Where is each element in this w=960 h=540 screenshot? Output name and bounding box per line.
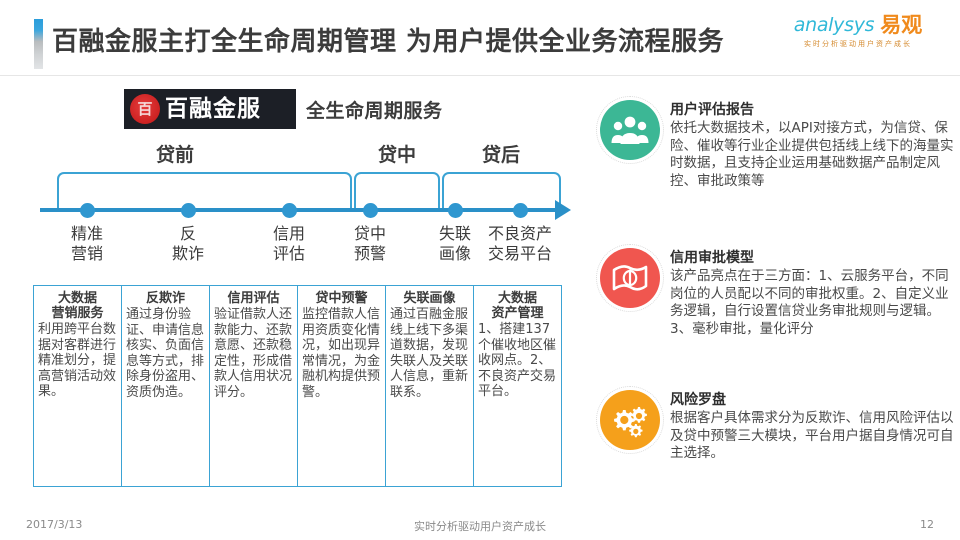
logo-tagline: 实时分析驱动用户资产成长 — [804, 40, 912, 48]
footer-date: 2017/3/13 — [26, 518, 83, 531]
feature-text-block: 信用审批模型该产品亮点在于三方面：1、云服务平台，不同岗位的人员配以不同的审批权… — [670, 248, 955, 338]
phase-label-3: 贷后 — [481, 144, 520, 166]
capability-column-title: 反欺诈 — [145, 291, 185, 306]
feature-text-block: 用户评估报告依托大数据技术，以API对接方式，为信贷、保险、催收等行业企业提供包… — [670, 100, 955, 190]
feature-title: 信用审批模型 — [670, 250, 754, 266]
logo-cn-text: 易观 — [880, 13, 923, 37]
capability-column-title: 大数据 资产管理 — [491, 291, 544, 321]
title-accent-bar — [34, 19, 43, 69]
capability-column-1: 大数据 营销服务 利用跨平台数据对客群进行精准划分，提高营销活动效果。 — [34, 286, 122, 486]
timeline-node-1 — [80, 203, 95, 218]
feature-text-block: 风险罗盘根据客户具体需求分为反欺诈、信用风险评估以及贷中预警三大模块，平台用户据… — [670, 390, 955, 463]
capability-column-title: 失联画像 — [403, 291, 456, 306]
capability-column-2: 反欺诈 通过身份验证、申请信息核实、负面信息等方式，排除身份盗用、资质伪造。 — [122, 286, 210, 486]
capability-column-body: 利用跨平台数据对客群进行精准划分，提高营销活动效果。 — [38, 322, 117, 399]
footer-page-number: 12 — [920, 518, 934, 531]
feature-item-3: 风险罗盘根据客户具体需求分为反欺诈、信用风险评估以及贷中预警三大模块，平台用户据… — [596, 386, 955, 463]
capability-column-body: 通过身份验证、申请信息核实、负面信息等方式，排除身份盗用、资质伪造。 — [126, 307, 205, 400]
analysys-logo: analysys 易观 实时分析驱动用户资产成长 — [778, 14, 938, 62]
capability-table: 大数据 营销服务 利用跨平台数据对客群进行精准划分，提高营销活动效果。 反欺诈 通过身份… — [33, 285, 562, 487]
logo-en-text: analysys — [793, 14, 875, 36]
phase-bracket-2 — [354, 172, 440, 209]
bairong-seal-icon: 百 — [130, 94, 160, 124]
capability-column-body: 通过百融金服线上线下多渠道数据，发现失联人及关联人信息，重新联系。 — [390, 307, 469, 400]
gears-icon — [596, 386, 664, 454]
lifecycle-service-label: 全生命周期服务 — [306, 100, 443, 122]
users-group-icon — [596, 96, 664, 164]
footer: 2017/3/13 实时分析驱动用户资产成长 12 — [0, 510, 960, 540]
header-divider — [0, 75, 960, 76]
phase-bracket-1 — [57, 172, 352, 209]
capability-column-5: 失联画像 通过百融金服线上线下多渠道数据，发现失联人及关联人信息，重新联系。 — [386, 286, 474, 486]
timeline-node-4 — [363, 203, 378, 218]
bairong-logo-text: 百融金服 — [165, 96, 261, 122]
bairong-logo-badge: 百 百融金服 — [124, 89, 296, 129]
timeline-node-label-3: 信用 评估 — [272, 224, 305, 263]
timeline-node-label-4: 贷中 预警 — [353, 224, 386, 263]
timeline-arrow-icon — [555, 200, 571, 220]
capability-column-4: 贷中预警 监控借款人信用资质变化情况，如出现异常情况，为金融机构提供预警。 — [298, 286, 386, 486]
timeline-node-5 — [448, 203, 463, 218]
phase-label-1: 贷前 — [155, 144, 194, 166]
feature-body: 依托大数据技术，以API对接方式，为信贷、保险、催收等行业企业提供包括线上线下的… — [670, 120, 954, 189]
timeline-node-3 — [282, 203, 297, 218]
capability-column-body: 监控借款人信用资质变化情况，如出现异常情况，为金融机构提供预警。 — [302, 307, 381, 400]
page-title: 百融金服主打全生命周期管理 为用户提供全业务流程服务 — [52, 27, 725, 57]
timeline-node-6 — [513, 203, 528, 218]
timeline-node-label-6: 不良资产 交易平台 — [487, 224, 552, 263]
capability-column-body: 验证借款人还款能力、还款意愿、还款稳定性，形成借款人信用状况评分。 — [214, 307, 293, 400]
feature-title: 风险罗盘 — [670, 392, 726, 408]
phase-bracket-3 — [442, 172, 561, 209]
timeline-axis — [40, 208, 561, 212]
feature-item-2: 信用审批模型该产品亮点在于三方面：1、云服务平台，不同岗位的人员配以不同的审批权… — [596, 244, 955, 338]
feature-item-1: 用户评估报告依托大数据技术，以API对接方式，为信贷、保险、催收等行业企业提供包… — [596, 96, 955, 190]
footer-slogan: 实时分析驱动用户资产成长 — [414, 520, 546, 533]
feature-body: 根据客户具体需求分为反欺诈、信用风险评估以及贷中预警三大模块，平台用户据自身情况… — [670, 410, 954, 461]
capability-column-title: 大数据 营销服务 — [51, 291, 104, 321]
timeline-node-label-2: 反欺诈 — [171, 224, 204, 263]
capability-column-body: 1、搭建137个催收地区催收网点。2、不良资产交易平台。 — [478, 322, 557, 399]
timeline-node-2 — [181, 203, 196, 218]
timeline-node-label-1: 精准 营销 — [70, 224, 103, 263]
feature-title: 用户评估报告 — [670, 102, 754, 118]
feature-body: 该产品亮点在于三方面：1、云服务平台，不同岗位的人员配以不同的审批权重。2、自定… — [670, 268, 949, 337]
capability-column-title: 贷中预警 — [315, 291, 368, 306]
timeline-node-label-5: 失联 画像 — [438, 224, 471, 263]
banknote-icon — [596, 244, 664, 312]
capability-column-title: 信用评估 — [227, 291, 280, 306]
capability-column-3: 信用评估 验证借款人还款能力、还款意愿、还款稳定性，形成借款人信用状况评分。 — [210, 286, 298, 486]
phase-label-2: 贷中 — [377, 144, 416, 166]
capability-column-6: 大数据 资产管理 1、搭建137个催收地区催收网点。2、不良资产交易平台。 — [474, 286, 561, 486]
